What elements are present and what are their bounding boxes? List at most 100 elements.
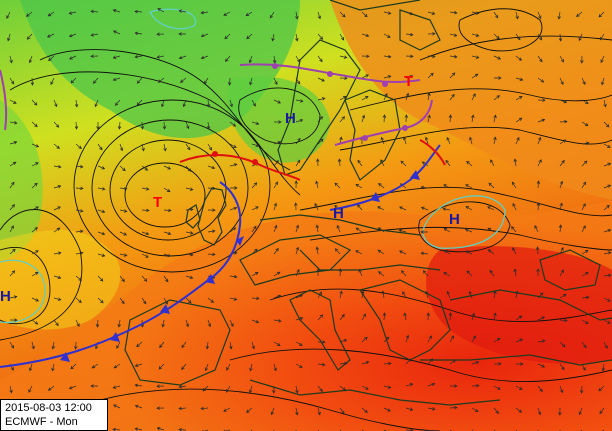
wind-arrow [559,294,567,299]
wind-arrow [295,33,299,42]
wind-arrow [223,407,231,412]
wind-arrow [449,335,454,343]
wind-arrow [47,11,55,17]
wind-arrow [383,407,391,412]
wind-arrow [378,183,385,189]
wind-arrow [383,11,392,15]
wind-arrow [427,358,434,365]
wind-arrow [361,96,369,101]
wind-arrow [53,99,58,108]
wind-arrow [295,11,299,20]
wind-arrow [317,362,326,367]
wind-arrow [229,163,238,167]
wind-arrow [182,99,187,108]
wind-arrow [581,141,590,145]
wind-arrow [427,407,436,411]
wind-arrow [515,362,524,366]
wind-arrow [581,160,588,167]
wind-arrow [251,341,255,350]
wind-arrow [9,270,16,277]
wind-arrow [405,334,410,343]
wind-arrow [355,227,363,233]
wind-arrow [273,319,282,323]
wind-arrow [317,116,323,123]
wind-arrow [355,250,363,255]
wind-arrow [134,9,143,14]
wind-arrow [203,77,209,85]
wind-arrow [405,383,414,387]
wind-arrow [515,338,524,343]
wind-arrow [185,165,192,172]
wind-arrow [559,119,568,124]
wind-arrow [163,208,172,213]
wind-arrow [9,55,13,64]
wind-arrow [229,143,237,148]
wind-arrow [249,363,253,372]
wind-arrow [90,384,98,388]
wind-arrow [405,54,414,59]
wind-arrow [559,202,563,211]
wind-arrow [207,229,216,233]
wind-arrow [471,312,476,321]
cool-atlantic-west [0,100,43,260]
wind-arrow [493,33,500,40]
wind-arrow [273,140,282,145]
wind-arrow [559,363,565,371]
wind-arrow [162,121,167,130]
wind-arrow [273,294,282,299]
wind-arrow [445,159,451,167]
wind-arrow [227,77,232,86]
wind-arrow [68,11,77,15]
wind-arrow [443,227,451,233]
wind-arrow [427,92,431,101]
wind-arrow [448,312,453,321]
wind-arrow [598,11,605,18]
wind-arrow [136,341,143,348]
wind-arrow [511,226,517,233]
wind-arrow [471,73,479,79]
wind-arrow [581,272,589,277]
wind-arrow [74,121,79,130]
wind-arrow [471,11,480,15]
wind-arrow [601,363,606,372]
wind-arrow [141,253,149,258]
wind-arrow [134,404,143,409]
wind-arrow [559,385,564,394]
wind-arrow [317,11,322,20]
wind-arrow [403,136,407,145]
wind-arrow [515,77,524,81]
wind-arrow [117,121,122,130]
wind-arrow [314,202,319,211]
wind-arrow [380,136,385,145]
wind-arrow [141,297,147,305]
wind-arrow [48,55,55,62]
wind-arrow [295,269,300,277]
wind-arrow [207,143,212,151]
wind-arrow [559,341,566,348]
wind-arrow [315,180,319,189]
wind-arrow [603,341,608,349]
wind-arrow [383,93,388,101]
wind-arrow [31,319,39,325]
wind-arrow [9,77,15,85]
wind-arrow [204,363,209,372]
wind-arrow [295,385,299,394]
wind-arrow [337,158,342,167]
wind-arrow [112,385,121,389]
high-contours [0,8,506,324]
wind-arrow [156,406,165,410]
wind-arrow [163,253,172,258]
valid-time: 2015-08-03 12:00 [5,402,92,414]
wind-arrow [9,248,16,255]
wind-arrow [295,246,300,255]
wind-arrow [51,341,55,350]
wind-arrow [446,290,451,299]
wind-arrow [512,247,517,255]
wind-arrow [225,55,231,62]
wind-arrow [427,54,436,59]
wind-arrow [112,55,121,59]
wind-arrow [442,207,451,211]
wind-arrow [578,407,583,416]
wind-arrow [25,11,33,17]
wind-arrow [471,383,480,388]
